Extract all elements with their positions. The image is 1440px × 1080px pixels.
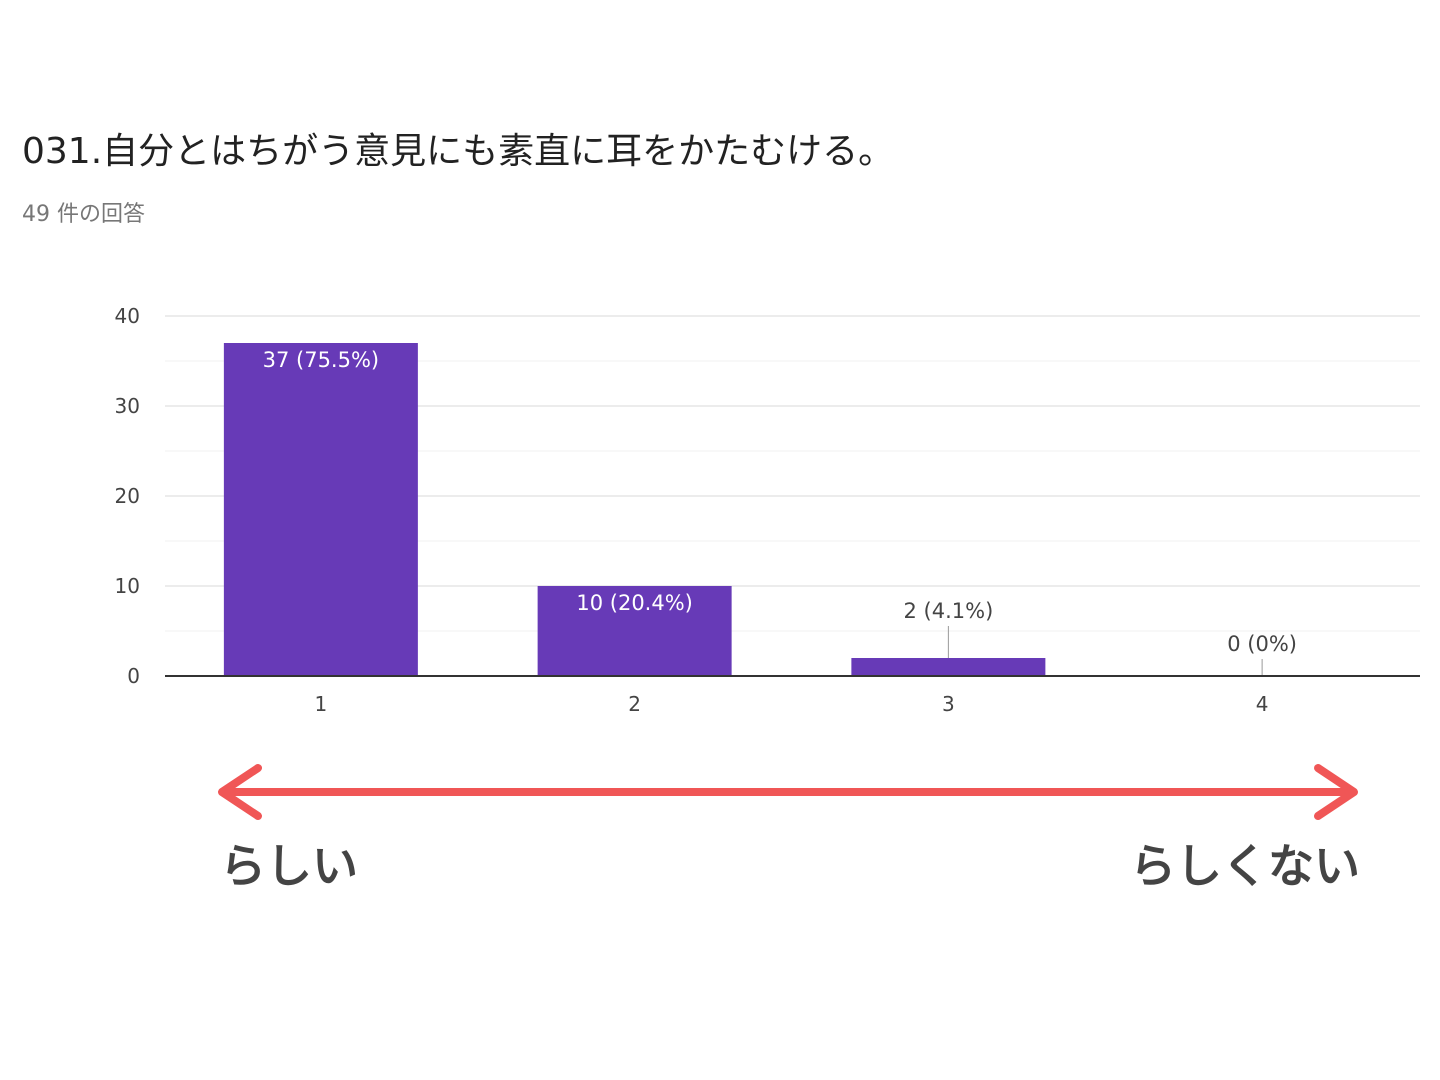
data-label: 37 (75.5%)	[263, 348, 380, 372]
arrow-left-head-icon	[218, 764, 262, 820]
arrow-right-head-icon	[1314, 764, 1358, 820]
scale-left-label: らしい	[220, 839, 358, 893]
y-tick-label: 30	[115, 394, 140, 418]
data-label: 10 (20.4%)	[576, 591, 693, 615]
y-tick-label: 10	[115, 574, 140, 598]
scale-right-label: らしくない	[1130, 839, 1360, 893]
x-tick-label: 1	[315, 692, 328, 716]
chart-title: 031.自分とはちがう意見にも素直に耳をかたむける。	[22, 131, 895, 172]
data-label: 2 (4.1%)	[903, 599, 993, 623]
x-tick-label: 2	[628, 692, 641, 716]
bar	[851, 658, 1046, 676]
data-label: 0 (0%)	[1227, 632, 1297, 656]
response-count: 49 件の回答	[22, 202, 145, 227]
bar	[537, 586, 732, 676]
y-tick-label: 40	[115, 304, 140, 328]
y-tick-label: 0	[127, 664, 140, 688]
bar	[223, 343, 418, 676]
x-tick-label: 4	[1256, 692, 1269, 716]
y-tick-label: 20	[115, 484, 140, 508]
x-tick-label: 3	[942, 692, 955, 716]
